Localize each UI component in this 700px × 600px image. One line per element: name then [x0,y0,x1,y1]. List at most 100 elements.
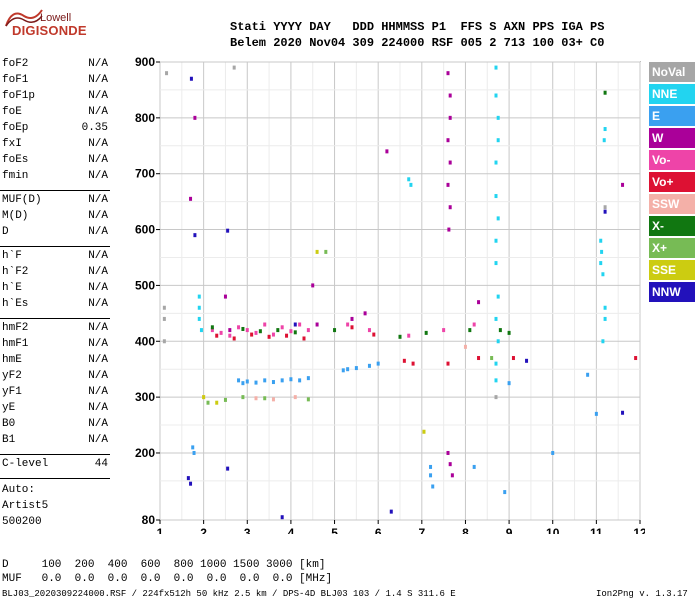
data-point-x [241,395,245,400]
y-tick-label: 600 [135,223,155,237]
data-point-nne [494,316,498,321]
data-point-e [586,372,590,377]
param-value: N/A [88,106,108,118]
data-point-vo [302,336,306,341]
data-point-vo [346,322,350,327]
data-point-x [498,328,502,333]
data-point-e [376,361,380,366]
data-point-nne [603,316,607,321]
param-row: hmF2 N/A [2,322,108,337]
data-point-x [293,330,297,335]
data-point-vo [298,322,302,327]
muf-row: MUF 0.0 0.0 0.0 0.0 0.0 0.0 0.0 0.0 [MHz… [2,573,333,585]
data-point-ssw [463,344,467,349]
data-point-vo [250,332,254,337]
data-point-x [507,330,511,335]
y-tick-label: 900 [135,55,155,69]
data-point-vo [263,322,267,327]
param-row: B1 N/A [2,434,108,449]
data-point-ssw [254,396,258,401]
data-point-nnw [189,76,193,81]
data-point-e [551,450,555,455]
data-point-nnw [293,322,297,327]
param-value: N/A [88,386,108,398]
param-name: MUF(D) [2,194,42,206]
data-point-noval [162,339,166,344]
param-name: h`F [2,250,22,262]
data-point-e [289,377,293,382]
legend-item-sse: SSE [649,260,695,280]
data-point-nne [197,316,201,321]
data-point-nne [599,261,603,266]
param-row: fxI N/A [2,138,108,153]
data-point-nne [599,238,603,243]
data-point-x [258,329,262,334]
y-tick-label: 800 [135,111,155,125]
legend-item-e: E [649,106,695,126]
legend-item-vo: Vo- [649,150,695,170]
param-name: yF1 [2,386,22,398]
data-point-vo [477,356,481,361]
data-point-nne [407,177,411,182]
data-point-nne [494,93,498,98]
data-point-noval [603,205,607,210]
data-point-ssw [271,397,275,402]
param-row: h`E N/A [2,282,108,297]
data-point-noval [162,305,166,310]
data-point-nne [603,127,607,132]
param-value: N/A [88,210,108,222]
param-name: M(D) [2,210,29,222]
data-point-nnw [193,233,197,238]
header-values-line: Belem 2020 Nov04 309 224000 RSF 005 2 71… [230,36,605,50]
logo-lowell-text: Lowell [40,12,72,24]
param-name: foE [2,106,22,118]
data-point-e [280,378,284,383]
param-name: C-level [2,458,49,470]
data-point-noval [232,65,236,70]
param-row: C-level 44 [2,458,108,473]
param-value: N/A [88,74,108,86]
data-point-x [398,334,402,339]
data-point-vo [228,333,232,338]
data-point-x [424,330,428,335]
legend-item-ssw: SSW [649,194,695,214]
data-point-e [503,490,507,495]
data-point-nnw [603,209,607,214]
y-tick-label: 300 [135,390,155,404]
param-name: foF2 [2,58,29,70]
param-row: foEp 0.35 [2,122,108,137]
data-point-e [429,464,433,469]
legend-item-x: X+ [649,238,695,258]
data-point-e [429,473,433,478]
data-point-vo [407,333,411,338]
data-point-e [298,378,302,383]
data-point-e [594,411,598,416]
data-point-w [447,227,451,232]
y-tick-label: 200 [135,446,155,460]
data-point-w [621,182,625,187]
data-point-e [341,368,345,373]
data-point-w [448,93,452,98]
param-name: fxI [2,138,22,150]
data-point-vo [402,358,406,363]
data-point-vo [285,333,289,338]
param-value: N/A [88,250,108,262]
param-row: D N/A [2,226,108,241]
data-point-nne [602,138,606,143]
data-point-vo [511,356,515,361]
data-point-e [472,464,476,469]
legend-item-x: X- [649,216,695,236]
param-name: foF1 [2,74,29,86]
data-point-w [446,450,450,455]
param-name: hmF1 [2,338,29,350]
data-point-w [189,196,193,201]
param-name: D [2,226,9,238]
param-row: fmin N/A [2,170,108,185]
data-point-w [477,300,481,305]
data-point-w [385,149,389,154]
param-row: h`F2 N/A [2,266,108,281]
x-tick-label: 7 [418,526,425,534]
data-point-nne [494,361,498,366]
data-point-nne [496,138,500,143]
data-point-w [223,294,227,299]
